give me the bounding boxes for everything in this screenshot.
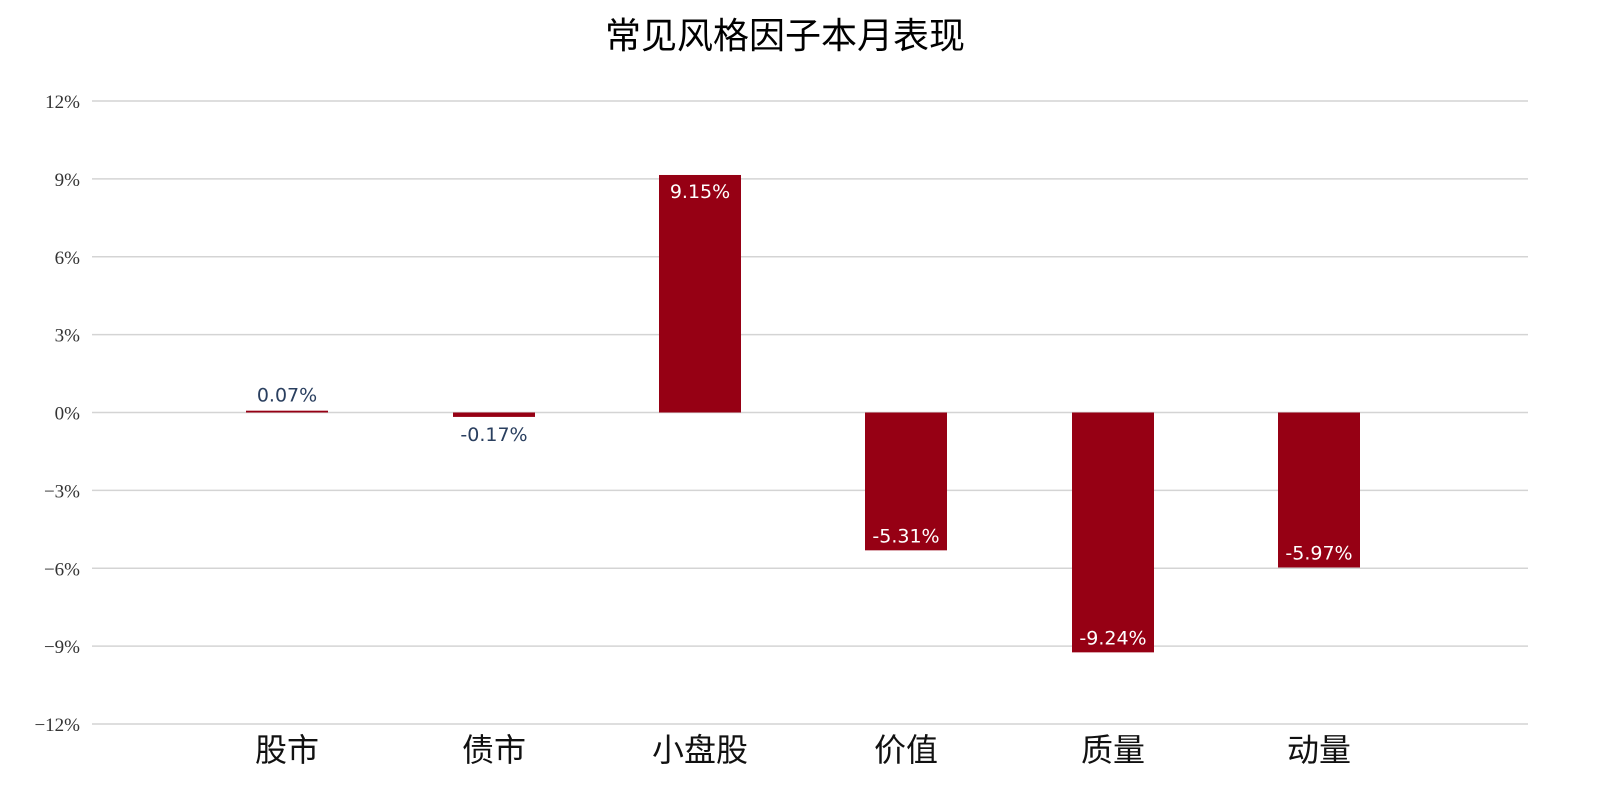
bar-4 [1072,412,1154,653]
bars [246,174,1360,653]
data-label: -0.17% [460,424,527,446]
y-tick-label: −12% [34,715,80,736]
y-tick-label: 6% [55,248,81,269]
x-tick-label: 价值 [874,731,938,769]
y-axis-ticks: 12% 9% 6% 3% 0% −3% −6% −9% −12% [34,92,80,736]
bar-2 [659,174,741,413]
data-label: 0.07% [257,385,317,407]
data-labels: 0.07% -0.17% 9.15% -5.31% -9.24% -5.97% [257,181,1353,649]
bar-1 [453,412,535,417]
y-tick-label: −3% [44,481,80,502]
x-axis-ticks: 股市 债市 小盘股 价值 质量 动量 [255,731,1351,769]
data-label: -5.31% [872,525,939,547]
y-tick-label: 12% [45,92,80,113]
data-label: 9.15% [670,181,730,203]
x-tick-label: 质量 [1081,731,1145,769]
y-tick-label: 3% [55,326,81,347]
x-tick-label: 动量 [1287,731,1351,769]
x-tick-label: 股市 [255,731,319,769]
chart-title: 常见风格因子本月表现 [605,16,965,57]
y-tick-label: 0% [55,404,81,425]
x-tick-label: 债市 [462,731,526,769]
bar-5 [1278,412,1360,568]
y-tick-label: −6% [44,559,80,580]
y-tick-label: −9% [44,637,80,658]
bar-3 [865,412,947,551]
y-tick-label: 9% [55,170,81,191]
data-label: -5.97% [1285,542,1352,564]
bar-0 [246,410,328,413]
gridlines [92,100,1528,725]
data-label: -9.24% [1079,627,1146,649]
x-tick-label: 小盘股 [652,731,748,769]
